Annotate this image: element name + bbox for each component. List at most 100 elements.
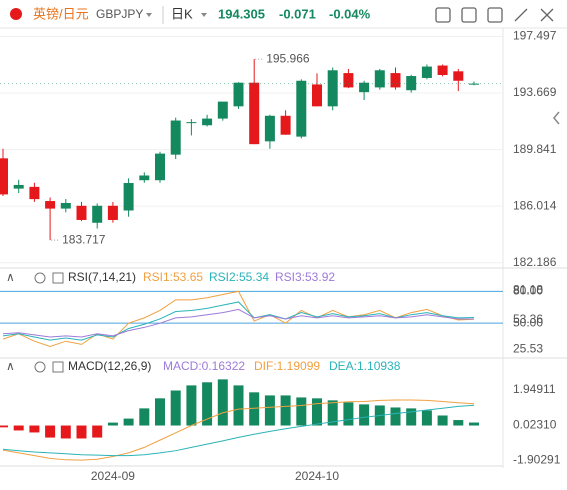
candle-body (0, 158, 8, 195)
candle-body (390, 73, 401, 88)
macd-bar (437, 415, 448, 426)
candle-body (155, 153, 165, 181)
candle-body (139, 175, 150, 181)
candle-body (123, 183, 134, 211)
candle-body (92, 205, 103, 223)
macd-bar (343, 402, 354, 426)
macd-bar (107, 422, 118, 426)
candle-body (264, 115, 275, 142)
pane-icon: ∧ (6, 359, 15, 373)
y-tick-label: 182.186 (513, 255, 557, 269)
candle-body (60, 202, 71, 209)
legend-entry: RSI2:55.34 (209, 270, 269, 284)
macd-bar (421, 410, 432, 426)
add-icon[interactable] (52, 272, 64, 284)
rsi-title: RSI(7,14,21) (68, 270, 136, 284)
y-tick-label: 50.00 (513, 315, 543, 329)
y-tick-label: 189.841 (513, 142, 557, 156)
settings-icon[interactable] (34, 272, 46, 284)
macd-bar (327, 400, 338, 426)
macd-bar (296, 397, 307, 426)
macd-bar (60, 425, 71, 439)
candle-body (421, 66, 432, 78)
candle-body (76, 205, 87, 220)
candle-body (233, 82, 244, 107)
y-tick-label: 53.36 (513, 312, 543, 326)
pair-name: 英镑/日元 (33, 6, 89, 21)
y-tick-label: 186.014 (513, 198, 557, 212)
x-tick-label: 2024-09 (91, 469, 135, 483)
macd-bar (233, 385, 244, 426)
candle-body (45, 201, 56, 209)
macd-bar (92, 425, 103, 438)
macd-bar (469, 422, 479, 426)
legend-entry: DIF:1.19099 (254, 359, 320, 373)
macd-bar (217, 379, 228, 426)
legend-entry: RSI3:53.92 (275, 270, 335, 284)
macd-bar (0, 425, 8, 428)
macd-bar (390, 407, 401, 426)
macd-bar (29, 425, 40, 433)
macd-bar (186, 385, 197, 426)
candle-body (107, 205, 118, 220)
tool-button[interactable] (487, 7, 503, 23)
last-price: 194.305 (218, 6, 265, 21)
tool-button[interactable] (461, 7, 477, 23)
macd-bar (170, 390, 181, 426)
candle-body (312, 84, 322, 107)
tool-button[interactable] (514, 8, 554, 22)
indicator-line (2, 404, 475, 457)
dropdown[interactable] (201, 13, 207, 17)
y-tick-label: 0.02310 (513, 417, 557, 431)
candle-body (343, 73, 354, 88)
candle-body (29, 186, 40, 200)
toolbar (435, 7, 554, 23)
y-tick-label: 197.497 (513, 29, 557, 43)
macd-bar (280, 395, 291, 426)
y-tick-label: 1.94911 (513, 382, 556, 396)
candle-body (406, 76, 417, 91)
legend-entry: DEA:1.10938 (329, 359, 401, 373)
macd-bar (13, 425, 24, 431)
macd-bar (359, 404, 370, 426)
candle-body (249, 82, 260, 145)
symbol[interactable]: GBPJPY (96, 7, 143, 21)
macd-bar (406, 408, 417, 426)
candle-body (170, 120, 181, 155)
macd-title: MACD(12,26,9) (68, 359, 151, 373)
candle-body (374, 70, 385, 88)
legend-entry: RSI1:53.65 (143, 270, 203, 284)
period[interactable]: 日K (171, 6, 193, 21)
settings-icon[interactable] (34, 361, 46, 373)
macd-bar (453, 420, 464, 426)
candle-body (453, 71, 464, 81)
y-tick-label: -1.90291 (513, 452, 561, 466)
indicator-line (2, 308, 475, 338)
macd-bar (202, 382, 213, 426)
candle-body (280, 115, 291, 135)
dropdown[interactable] (146, 13, 152, 17)
candle-body (13, 184, 24, 189)
candle-body (217, 101, 228, 119)
tool-button[interactable] (435, 7, 451, 23)
macd-bar (312, 398, 322, 426)
y-tick-label: 193.669 (513, 85, 557, 99)
y-tick-label: 80.00 (513, 284, 543, 298)
high-label: 195.966 (266, 51, 310, 65)
y-tick-label: 81.18 (513, 282, 543, 296)
macd-bar (139, 408, 150, 426)
legend-entry: MACD:0.16322 (163, 359, 245, 373)
macd-bar (76, 425, 87, 439)
macd-bar (123, 418, 134, 426)
y-tick-label: 25.53 (513, 341, 543, 355)
collapse-arrow[interactable] (553, 111, 560, 125)
candle-body (469, 83, 479, 85)
candle-body (437, 65, 448, 76)
add-icon[interactable] (52, 361, 64, 373)
candle-body (327, 70, 338, 107)
macd-bar (264, 395, 275, 426)
macd-bar (45, 425, 56, 438)
macd-bar (155, 398, 165, 426)
candle-body (202, 118, 213, 126)
